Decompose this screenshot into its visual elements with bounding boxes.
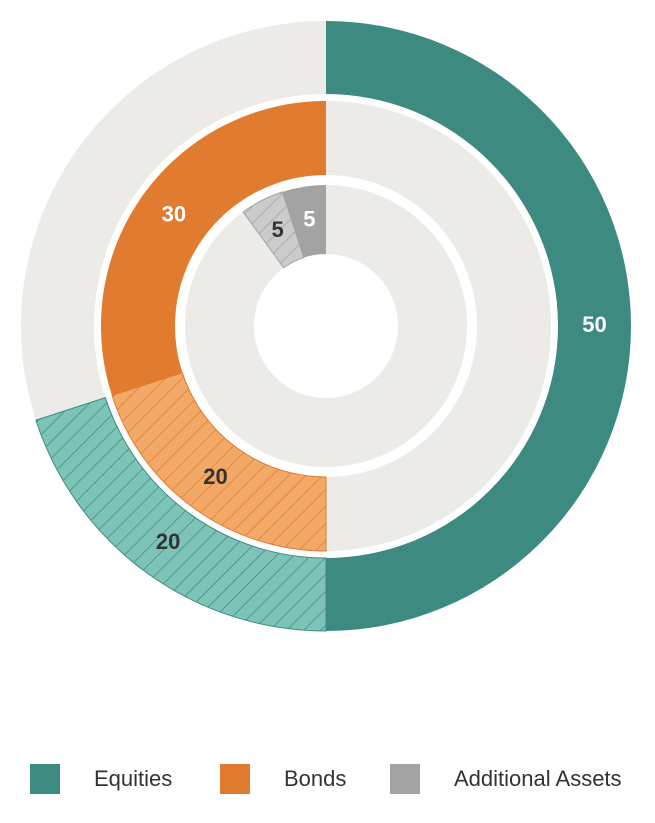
legend-label: Equities xyxy=(94,766,172,791)
data-label: 5 xyxy=(303,207,315,232)
data-label: 5 xyxy=(272,217,284,242)
data-label: 50 xyxy=(582,312,606,337)
data-label: 20 xyxy=(203,464,227,489)
segment xyxy=(282,185,326,258)
legend-swatch xyxy=(30,764,60,794)
ring-track xyxy=(184,185,467,467)
legend-label: Bonds xyxy=(284,766,346,791)
data-label: 30 xyxy=(162,201,186,226)
data-label: 20 xyxy=(156,529,180,554)
hatched-segment xyxy=(242,191,305,269)
legend-label: Additional Assets xyxy=(454,766,622,791)
legend-swatch xyxy=(390,764,420,794)
segment xyxy=(326,21,631,631)
hatched-segment xyxy=(111,372,327,552)
segment xyxy=(100,101,326,396)
legend-swatch xyxy=(220,764,250,794)
hatched-segment xyxy=(35,397,327,632)
